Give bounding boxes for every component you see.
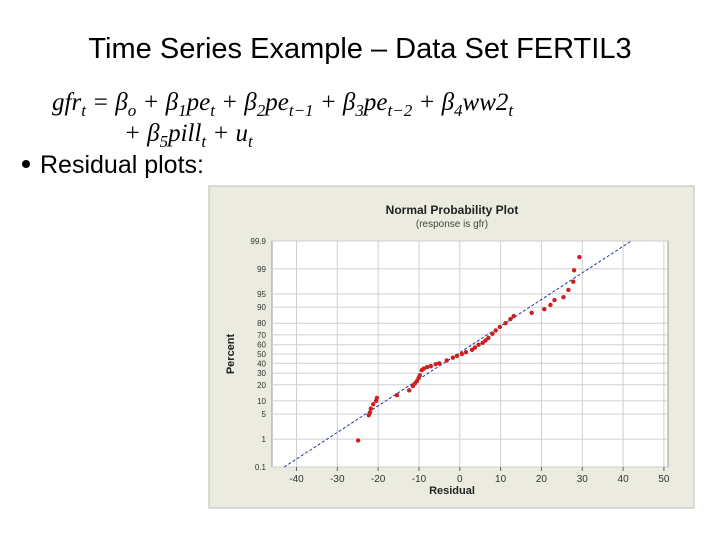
equation-term: pe: [362, 89, 388, 116]
equation-term: + β: [215, 89, 257, 116]
data-point: [529, 310, 534, 316]
y-tick-label: 40: [257, 359, 266, 368]
equation-subscript: 2: [257, 101, 266, 120]
data-point: [371, 401, 376, 407]
data-point: [493, 328, 498, 333]
equation-subscript: 1: [178, 101, 187, 120]
data-point: [437, 361, 442, 366]
data-point: [394, 392, 400, 398]
x-tick-label: 30: [577, 474, 589, 485]
equation-subscript: t: [201, 132, 207, 151]
equation-term: + β: [136, 89, 178, 116]
y-tick-label: 60: [257, 341, 266, 350]
equation-term: gfr: [52, 89, 81, 116]
data-point: [571, 268, 577, 273]
data-point: [548, 302, 553, 308]
x-tick-label: 10: [495, 474, 507, 485]
y-tick-label: 20: [257, 381, 266, 390]
data-point: [480, 340, 485, 346]
equation-subscript: t: [210, 101, 216, 120]
equation-subscript: 5: [160, 132, 169, 151]
equation-line: + β5​pillt​ + ut​: [124, 120, 254, 151]
data-point: [368, 406, 373, 411]
y-tick-label: 0.1: [255, 463, 267, 472]
data-point: [417, 373, 422, 378]
equation-subscript: t: [248, 132, 254, 151]
equation-term: + u: [206, 120, 248, 147]
x-tick-label: 20: [536, 474, 548, 485]
x-tick-label: -10: [412, 474, 427, 485]
equation-term: pill: [166, 120, 201, 147]
y-tick-label: 99: [257, 265, 266, 274]
data-point: [367, 410, 373, 415]
equation-subscript: o: [128, 101, 137, 120]
y-tick-label: 90: [257, 303, 266, 312]
x-tick-label: 0: [457, 474, 463, 485]
y-tick-label: 30: [257, 369, 266, 378]
data-point: [355, 438, 361, 443]
data-point: [490, 331, 495, 336]
data-point: [444, 358, 449, 363]
data-point: [508, 316, 513, 322]
y-tick-label: 5: [262, 410, 267, 419]
data-point: [459, 351, 465, 357]
data-point: [472, 345, 478, 350]
data-point: [561, 294, 566, 300]
data-point: [552, 297, 557, 303]
data-point: [406, 388, 412, 393]
data-point: [483, 338, 488, 343]
equation-subscript: t: [81, 101, 87, 120]
data-point: [577, 254, 582, 260]
data-point: [571, 279, 576, 284]
data-point: [566, 287, 571, 293]
data-point: [476, 342, 481, 347]
data-point: [486, 335, 491, 341]
data-point: [463, 349, 469, 355]
data-point: [428, 363, 434, 369]
y-tick-label: 80: [257, 319, 266, 328]
y-tick-label: 1: [262, 435, 267, 444]
data-point: [542, 306, 547, 312]
data-point: [374, 395, 380, 401]
x-tick-label: -20: [371, 474, 386, 485]
equation-subscript: t−1: [289, 101, 314, 120]
equation-term: ww2: [463, 89, 509, 116]
y-axis-label: Percent: [225, 333, 237, 374]
bullet-dot: [22, 160, 30, 168]
data-point: [511, 313, 516, 319]
equation-term: = β: [86, 89, 128, 116]
y-tick-label: 10: [257, 397, 266, 406]
equation-term: + β: [314, 89, 356, 116]
data-point: [450, 355, 456, 360]
bullet-text: Residual plots:: [40, 151, 204, 179]
equation-line: gfrt​ = βo​ + β1​pet​ + β2​pet−1​ + β3​p…: [52, 89, 514, 120]
equation-subscript: t−2: [388, 101, 413, 120]
data-point: [503, 321, 508, 326]
equation-subscript: 3: [354, 101, 364, 120]
y-tick-label: 50: [257, 350, 266, 359]
x-axis-label: Residual: [429, 485, 475, 497]
equation-term: + β: [124, 120, 160, 147]
equation-term: + β: [412, 89, 454, 116]
x-tick-label: 50: [658, 474, 670, 485]
equation-term: pe: [185, 89, 211, 116]
y-tick-label: 70: [257, 331, 266, 340]
x-tick-label: -40: [289, 474, 304, 485]
equation-term: pe: [263, 89, 289, 116]
data-point: [424, 364, 430, 370]
equation-subscript: 4: [454, 101, 463, 120]
x-tick-label: -30: [330, 474, 345, 485]
chart-subtitle: (response is gfr): [416, 219, 488, 230]
y-tick-label: 99.9: [250, 237, 266, 246]
data-point: [454, 353, 460, 359]
data-point: [497, 324, 503, 330]
x-tick-label: 40: [618, 474, 630, 485]
y-tick-label: 95: [257, 290, 266, 299]
chart-title: Normal Probability Plot: [386, 203, 519, 217]
equation-subscript: t: [508, 101, 514, 120]
data-point: [433, 362, 438, 367]
slide-title: Time Series Example – Data Set FERTIL3: [88, 33, 631, 65]
